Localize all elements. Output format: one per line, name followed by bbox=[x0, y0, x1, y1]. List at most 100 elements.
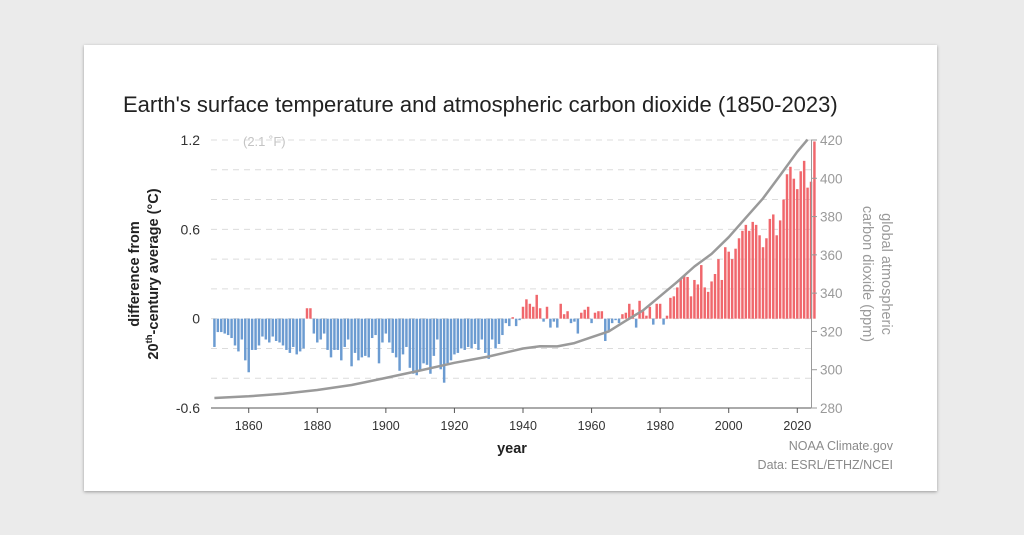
anomaly-bar bbox=[768, 218, 772, 319]
anomaly-bar bbox=[278, 318, 281, 343]
anomaly-bar bbox=[720, 279, 724, 319]
anomaly-bar bbox=[703, 287, 706, 319]
anomaly-bar bbox=[518, 318, 521, 321]
x-tick-label: 1920 bbox=[441, 419, 469, 433]
right-y-tick-label: 380 bbox=[820, 210, 843, 225]
anomaly-bar bbox=[607, 318, 610, 333]
x-tick-label: 1860 bbox=[235, 419, 263, 433]
left-y-tick-label: -0.6 bbox=[176, 400, 200, 416]
left-axis-label: difference from 20th-century average (°C… bbox=[127, 188, 162, 359]
anomaly-bar bbox=[806, 187, 809, 319]
anomaly-bar bbox=[264, 318, 268, 340]
anomaly-bar bbox=[652, 318, 655, 325]
gridlines bbox=[211, 139, 811, 379]
anomaly-bar bbox=[751, 221, 754, 319]
anomaly-bar bbox=[446, 318, 449, 364]
x-tick-label: 1880 bbox=[303, 419, 331, 433]
anomaly-bar bbox=[566, 311, 569, 319]
anomaly-bar bbox=[569, 318, 573, 324]
anomaly-bar bbox=[271, 318, 274, 337]
anomaly-bar bbox=[686, 276, 689, 319]
anomaly-bar bbox=[621, 314, 624, 319]
anomaly-bar bbox=[254, 318, 257, 350]
anomaly-bar bbox=[333, 318, 336, 350]
anomaly-bar bbox=[813, 141, 816, 319]
anomaly-bar bbox=[593, 312, 597, 319]
anomaly-bar bbox=[789, 166, 792, 319]
anomaly-bar bbox=[744, 224, 748, 319]
anomaly-bar bbox=[463, 318, 466, 350]
anomaly-bar bbox=[405, 318, 408, 347]
anomaly-bar bbox=[761, 247, 765, 319]
x-tick-label: 1960 bbox=[578, 419, 606, 433]
anomaly-bar bbox=[713, 274, 717, 319]
anomaly-bar bbox=[292, 318, 295, 347]
anomaly-bar bbox=[765, 238, 768, 319]
anomaly-bar bbox=[634, 318, 638, 328]
anomaly-bar bbox=[782, 199, 785, 319]
anomaly-bar bbox=[583, 309, 586, 319]
anomaly-bar bbox=[298, 318, 302, 352]
anomaly-bar bbox=[610, 318, 614, 324]
anomaly-bar bbox=[456, 318, 460, 353]
x-tick-label: 1980 bbox=[646, 419, 674, 433]
anomaly-bar bbox=[460, 318, 463, 349]
anomaly-bar bbox=[398, 318, 401, 371]
right-y-tick-label: 420 bbox=[820, 133, 843, 148]
anomaly-bar bbox=[309, 308, 312, 319]
anomaly-bar bbox=[521, 306, 525, 319]
left-axis-label-prefix: 20 bbox=[146, 343, 162, 359]
anomaly-bar bbox=[628, 303, 631, 319]
anomaly-bar bbox=[504, 318, 508, 324]
anomaly-bar bbox=[576, 318, 580, 334]
anomaly-bar bbox=[710, 281, 713, 319]
anomaly-bar bbox=[727, 251, 730, 319]
right-y-tick-label: 300 bbox=[820, 363, 843, 378]
right-y-tick-label: 280 bbox=[820, 401, 843, 416]
anomaly-bar bbox=[394, 318, 398, 358]
anomaly-bar bbox=[676, 287, 679, 319]
anomaly-bar bbox=[600, 311, 604, 319]
x-tick-label: 2000 bbox=[715, 419, 743, 433]
anomaly-bar bbox=[247, 318, 250, 373]
anomaly-bar bbox=[350, 318, 353, 367]
x-axis-label: year bbox=[497, 441, 527, 457]
anomaly-bar bbox=[281, 318, 285, 346]
anomaly-bar bbox=[689, 296, 693, 319]
right-y-tick-label: 320 bbox=[820, 324, 843, 339]
anomaly-bar bbox=[415, 318, 418, 376]
anomaly-bar bbox=[631, 309, 634, 319]
anomaly-bar bbox=[367, 318, 370, 358]
right-axis-label: global atmospheric carbon dioxide (ppm) bbox=[859, 206, 894, 342]
anomaly-bar bbox=[696, 284, 700, 319]
anomaly-bar bbox=[538, 308, 542, 319]
anomaly-bar bbox=[487, 318, 490, 359]
anomaly-bar bbox=[370, 318, 374, 339]
anomaly-bar bbox=[586, 306, 590, 319]
anomaly-bar bbox=[658, 303, 662, 319]
right-axis-label-line2: carbon dioxide (ppm) bbox=[859, 206, 875, 342]
anomaly-bar bbox=[422, 318, 425, 364]
anomaly-bar bbox=[748, 230, 751, 319]
anomaly-bar bbox=[223, 318, 226, 334]
anomaly-bar bbox=[802, 160, 806, 319]
anomaly-bar bbox=[425, 318, 429, 365]
anomaly-bar bbox=[525, 299, 528, 319]
anomaly-bar bbox=[775, 235, 778, 319]
source-text: Data: ESRL/ETHZ/NCEI bbox=[758, 458, 893, 472]
anomaly-bar bbox=[329, 318, 333, 358]
anomaly-bar bbox=[672, 296, 676, 319]
anomaly-bar bbox=[497, 318, 501, 344]
anomaly-bar bbox=[494, 318, 497, 349]
anomaly-bar bbox=[655, 303, 658, 319]
anomaly-bar bbox=[439, 318, 442, 370]
anomaly-bar bbox=[511, 317, 514, 319]
anomaly-bar bbox=[470, 318, 473, 349]
anomaly-bar bbox=[388, 318, 391, 343]
anomaly-bar bbox=[508, 318, 511, 327]
anomaly-bar bbox=[449, 318, 453, 361]
anomaly-bar bbox=[679, 278, 682, 319]
anomaly-bar bbox=[381, 318, 384, 343]
anomaly-bar bbox=[754, 224, 758, 319]
anomaly-bar bbox=[737, 238, 741, 319]
